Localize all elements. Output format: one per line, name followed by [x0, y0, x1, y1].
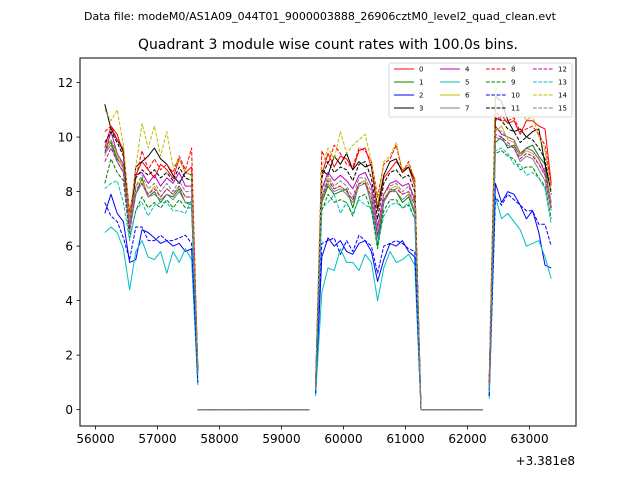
series-5-line-segment-3 [315, 248, 422, 410]
x-tick-label: 59000 [262, 432, 300, 446]
legend-label-6: 6 [465, 92, 470, 100]
plot-lines [104, 87, 552, 411]
y-tick-label: 12 [58, 76, 73, 90]
x-tick-label: 56000 [76, 432, 114, 446]
x-tick-label: 58000 [200, 432, 238, 446]
legend-label-2: 2 [419, 92, 423, 100]
chart-title: Quadrant 3 module wise count rates with … [138, 37, 518, 53]
legend-label-5: 5 [465, 79, 469, 87]
series-8-line-segment-3 [315, 144, 422, 410]
series-9-line-segment-3 [315, 193, 422, 410]
x-axis: 56000 57000 58000 59000 60000 61000 62000 63000 [76, 426, 549, 446]
legend-label-15: 15 [558, 105, 567, 113]
series-6-line-segment-1 [104, 139, 199, 372]
series-14-line-segment-3 [315, 131, 422, 410]
y-tick-label: 2 [65, 348, 73, 362]
legend-label-8: 8 [511, 66, 515, 74]
series-2-line-segment-1 [104, 193, 199, 383]
series-8-line-segment-5 [488, 109, 552, 383]
series-15-line-segment-1 [104, 139, 199, 372]
series-11-line-segment-3 [315, 161, 422, 410]
series-15-line-segment-5 [488, 128, 552, 386]
series-2-line-segment-3 [315, 237, 422, 410]
figure-suptitle: Data file: modeM0/AS1A09_044T01_90000038… [84, 10, 557, 23]
y-tick-label: 8 [65, 185, 73, 199]
series-12-line-segment-5 [488, 133, 552, 386]
x-offset-label: +3.381e8 [516, 454, 575, 468]
series-10-line-segment-1 [104, 202, 199, 383]
legend-label-13: 13 [558, 79, 567, 87]
series-7-line-segment-3 [315, 182, 422, 410]
legend-label-11: 11 [511, 105, 520, 113]
series-7-line-segment-5 [488, 136, 552, 388]
series-15-line-segment-3 [315, 174, 422, 410]
series-3-line-segment-1 [104, 104, 199, 369]
x-tick-label: 62000 [448, 432, 486, 446]
x-tick-label: 63000 [510, 432, 548, 446]
series-11-line-segment-5 [488, 117, 552, 386]
legend-label-7: 7 [465, 105, 469, 113]
series-1-line-segment-1 [104, 142, 199, 369]
legend-label-10: 10 [511, 92, 520, 100]
series-12-line-segment-3 [315, 180, 422, 410]
series-13-line-segment-1 [104, 180, 199, 375]
series-9-line-segment-5 [488, 150, 552, 391]
series-4-line-segment-3 [315, 172, 422, 410]
x-tick-label: 60000 [324, 432, 362, 446]
series-4-line-segment-1 [104, 131, 199, 372]
x-tick-label: 57000 [138, 432, 176, 446]
series-10-line-segment-3 [315, 234, 422, 410]
series-8-line-segment-1 [104, 125, 199, 369]
series-6-line-segment-3 [315, 177, 422, 410]
series-10-line-segment-5 [488, 193, 552, 397]
legend-label-1: 1 [419, 79, 423, 87]
y-tick-label: 10 [58, 130, 73, 144]
y-tick-label: 6 [65, 239, 73, 253]
series-13-line-segment-5 [488, 147, 552, 391]
series-1-line-segment-3 [315, 180, 422, 410]
legend-frame [388, 62, 573, 118]
plot-frame [79, 57, 577, 427]
series-5-line-segment-1 [104, 226, 199, 386]
series-11-line-segment-1 [104, 131, 199, 369]
legend-label-3: 3 [419, 105, 423, 113]
series-12-line-segment-1 [104, 147, 199, 372]
series-5-line-segment-5 [488, 196, 552, 399]
legend-label-9: 9 [511, 79, 515, 87]
series-14-line-segment-1 [104, 109, 199, 367]
legend-label-4: 4 [465, 66, 470, 74]
series-0-line-segment-1 [104, 125, 199, 369]
legend-label-0: 0 [419, 66, 423, 74]
series-2-line-segment-5 [488, 182, 552, 397]
x-tick-label: 61000 [386, 432, 424, 446]
series-9-line-segment-1 [104, 158, 199, 375]
legend-label-12: 12 [558, 66, 567, 74]
y-axis: 0 2 4 6 8 10 12 [58, 76, 80, 417]
legend-label-14: 14 [558, 92, 567, 100]
series-7-line-segment-1 [104, 144, 199, 372]
y-tick-label: 0 [65, 403, 73, 417]
y-tick-label: 4 [65, 294, 73, 308]
series-13-line-segment-3 [315, 193, 422, 410]
